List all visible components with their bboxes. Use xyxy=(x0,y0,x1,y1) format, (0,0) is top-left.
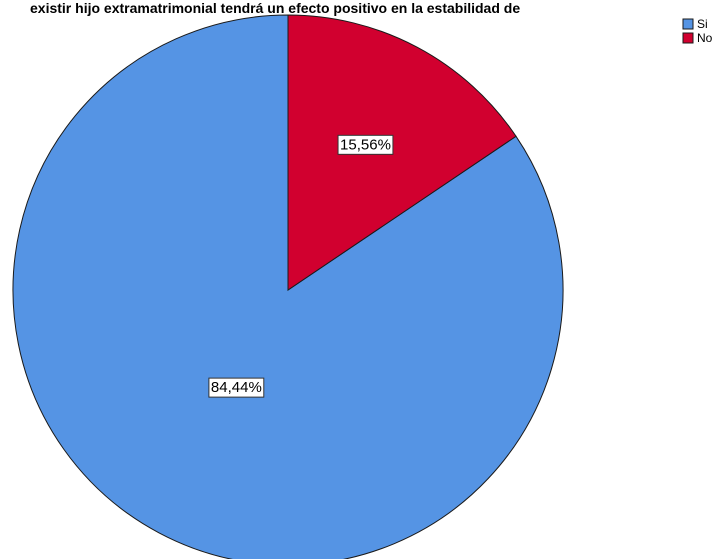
legend-swatch-si xyxy=(682,18,694,30)
data-label-si: 84,44% xyxy=(208,377,265,398)
legend-label-no: No xyxy=(697,31,713,45)
data-label-no: 15,56% xyxy=(337,134,394,155)
legend-item-no: No xyxy=(682,31,713,45)
pie-slice-si xyxy=(12,14,564,559)
chart-title: existir hijo extramatrimonial tendrá un … xyxy=(30,0,520,16)
svg-text:15,56%: 15,56% xyxy=(340,136,391,153)
pie-slices xyxy=(12,14,564,559)
data-labels: 84,44% 15,56% xyxy=(208,134,394,398)
svg-text:84,44%: 84,44% xyxy=(211,379,262,396)
legend-item-si: Si xyxy=(682,17,708,31)
pie-slice-no xyxy=(287,14,517,291)
legend-label-si: Si xyxy=(697,17,708,31)
legend-swatch-no xyxy=(682,32,694,44)
